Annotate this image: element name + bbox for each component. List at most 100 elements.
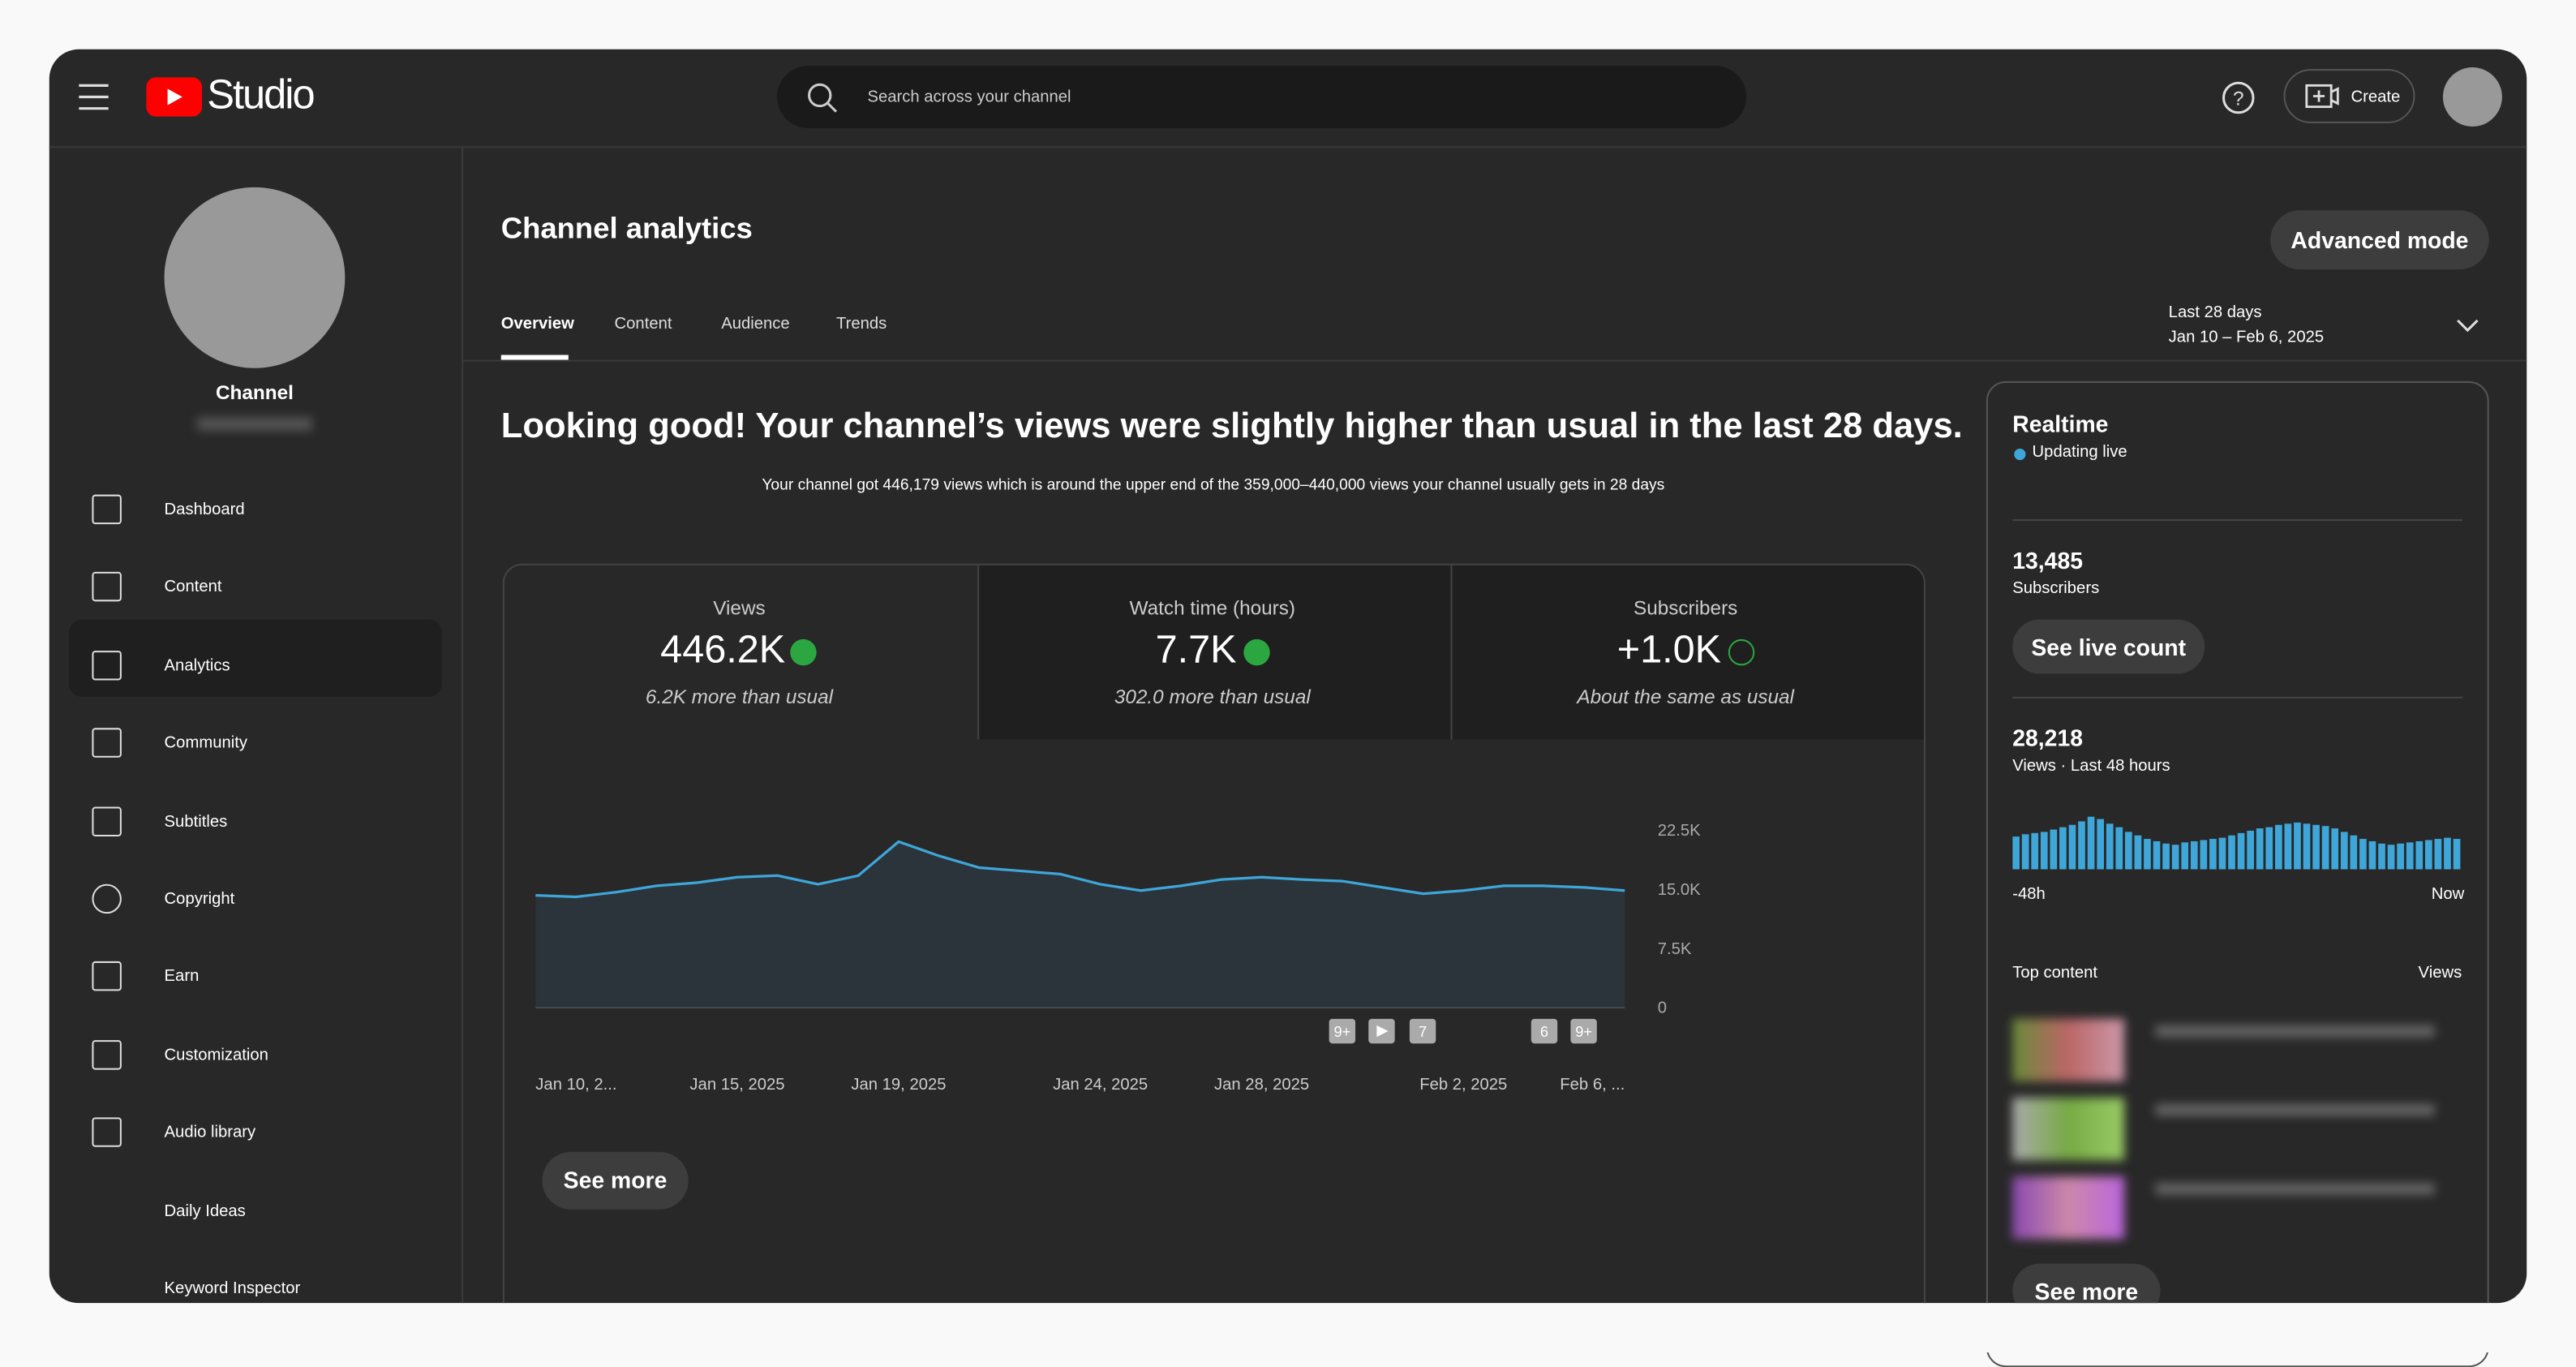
metric-value: 7.7K xyxy=(1155,627,1237,673)
bar xyxy=(2453,839,2461,870)
search-box[interactable] xyxy=(777,66,1747,128)
nav-item[interactable]: Earn xyxy=(164,968,200,987)
tab[interactable]: Trends xyxy=(835,315,887,334)
bar xyxy=(2331,828,2339,870)
tab[interactable]: Content xyxy=(614,315,672,334)
nav-item[interactable]: Keyword Inspector xyxy=(164,1279,301,1299)
nav-item[interactable]: Copyright xyxy=(164,890,235,909)
sidebar-divider xyxy=(462,148,464,1304)
bar xyxy=(2247,830,2254,870)
event-label: 7 xyxy=(1419,1024,1427,1040)
svg-text:?: ? xyxy=(2233,88,2244,110)
thumbnail-blurred xyxy=(2012,1098,2124,1161)
metric-value: +1.0K xyxy=(1616,627,1722,673)
bar xyxy=(2012,836,2020,870)
see-more-label: See more xyxy=(563,1167,668,1193)
page-bottom xyxy=(0,1303,2576,1352)
bar xyxy=(2228,835,2235,870)
nav-item[interactable]: Customization xyxy=(164,1046,268,1065)
realtime-end: Now xyxy=(2431,885,2465,905)
nav-item[interactable]: Content xyxy=(164,578,222,598)
page-title: Channel analytics xyxy=(500,212,753,245)
bar xyxy=(2444,837,2451,870)
nav-icon xyxy=(92,494,122,525)
headline: Looking good! Your channel’s views were … xyxy=(500,406,1963,445)
nav-item[interactable]: Daily Ideas xyxy=(164,1201,246,1221)
event-marker xyxy=(1409,1018,1436,1044)
advanced-mode-label: Advanced mode xyxy=(2290,226,2469,253)
bar xyxy=(2106,823,2114,870)
bar xyxy=(2237,832,2245,870)
thumbnail-blurred xyxy=(2012,1176,2124,1240)
up-icon xyxy=(1243,638,1270,666)
metric-tabs-bg xyxy=(977,565,1924,740)
date-dropdown[interactable] xyxy=(2456,317,2479,333)
live-dot xyxy=(2014,448,2026,461)
bar xyxy=(2256,828,2264,870)
views-value: 28,218 xyxy=(2012,724,2083,751)
x-tick-label: Jan 10, 2... xyxy=(535,1076,616,1094)
bar xyxy=(2050,829,2058,870)
metric-label: Subscribers xyxy=(1633,596,1738,620)
date-range: Jan 10 – Feb 6, 2025 xyxy=(2168,329,2325,347)
bar xyxy=(2087,816,2095,870)
views-label: Views · Last 48 hours xyxy=(2012,757,2170,776)
channel-avatar xyxy=(164,187,346,368)
bar xyxy=(2153,840,2161,870)
logo[interactable] xyxy=(146,77,203,117)
line xyxy=(535,840,1625,899)
bar xyxy=(2115,827,2123,870)
nav-icon xyxy=(92,883,122,914)
y-tick-label: 7.5K xyxy=(1658,940,1692,958)
bar xyxy=(2265,827,2273,870)
x-tick-label: Jan 19, 2025 xyxy=(851,1076,946,1094)
views-chart: 0 7.5K 15.0K 22.5K Jan 10, 2... Jan 15, 2025 J… xyxy=(535,822,1701,1094)
event-label: 9+ xyxy=(1575,1024,1592,1040)
bar xyxy=(2303,823,2311,870)
metric-delta: 302.0 more than usual xyxy=(1114,685,1311,708)
realtime-see-more-label: See more xyxy=(2034,1278,2139,1305)
live-count-button[interactable] xyxy=(2012,619,2205,674)
bar xyxy=(2397,843,2404,870)
bar xyxy=(2415,840,2424,870)
nav-icon xyxy=(92,1039,122,1070)
bar xyxy=(2321,826,2329,870)
menu-icon[interactable] xyxy=(79,82,112,111)
bar xyxy=(2406,842,2414,870)
summary: Your channel got 446,179 views which is … xyxy=(762,476,1665,495)
help-icon[interactable]: ? xyxy=(2221,80,2256,115)
nav-item[interactable]: Community xyxy=(164,734,247,754)
x-tick-label: Jan 24, 2025 xyxy=(1053,1076,1148,1094)
subscribers-value: 13,485 xyxy=(2012,547,2083,574)
bar xyxy=(2097,819,2104,870)
check-icon xyxy=(1728,638,1755,666)
tab[interactable]: Overview xyxy=(500,315,574,334)
thumbnail-blurred xyxy=(2012,1018,2124,1081)
channel-name: Channel xyxy=(216,380,294,405)
search-icon xyxy=(808,83,838,113)
nav-item[interactable]: Subtitles xyxy=(164,812,228,832)
nav-icon xyxy=(92,572,122,603)
divider xyxy=(2012,696,2463,699)
bar xyxy=(2312,824,2320,870)
see-more-button[interactable] xyxy=(542,1151,689,1210)
x-tick-label: Jan 28, 2025 xyxy=(1214,1076,1309,1094)
nav-item[interactable]: Analytics xyxy=(164,656,230,676)
tab[interactable]: Audience xyxy=(721,315,790,334)
bar xyxy=(2021,834,2029,870)
advanced-mode-button[interactable] xyxy=(2270,210,2489,270)
bar xyxy=(2190,840,2198,870)
brand: Studio xyxy=(207,72,315,118)
bar xyxy=(2274,824,2282,870)
bar xyxy=(2171,845,2179,870)
bar xyxy=(2424,840,2432,870)
bar xyxy=(2134,835,2142,870)
event-label: 6 xyxy=(1540,1024,1548,1040)
bar xyxy=(2387,845,2395,870)
create-icon xyxy=(2305,84,2339,109)
avatar[interactable] xyxy=(2442,67,2502,127)
create-button[interactable] xyxy=(2283,69,2415,123)
nav-item[interactable]: Audio library xyxy=(164,1124,256,1143)
nav-item[interactable]: Dashboard xyxy=(164,501,245,520)
